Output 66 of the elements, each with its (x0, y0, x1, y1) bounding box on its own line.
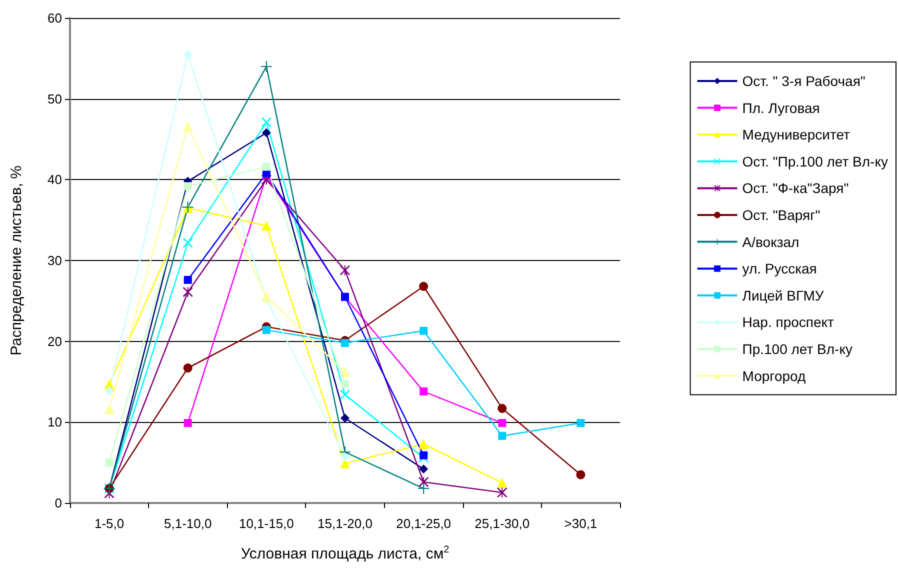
point (182, 287, 193, 298)
x-tick-label: 5,1-10,0 (164, 516, 212, 531)
point (104, 386, 114, 396)
point (104, 404, 114, 414)
point (261, 292, 272, 302)
point (418, 438, 429, 449)
point (498, 432, 506, 440)
y-tick-label: 60 (48, 10, 62, 26)
legend-label: Пл. Луговая (742, 100, 820, 116)
legend-label: Нар. проспект (742, 314, 835, 330)
x-tick-label: 15,1-20,0 (318, 516, 372, 531)
point (182, 121, 193, 132)
point (260, 61, 272, 72)
legend-label: ул. Русская (742, 260, 817, 277)
point (183, 50, 192, 59)
point (261, 117, 272, 128)
point (105, 458, 114, 467)
y-tick-label: 40 (48, 172, 62, 188)
point (262, 162, 270, 171)
legend-label: Лицей ВГМУ (742, 287, 824, 304)
y-tick-label: 10 (48, 414, 62, 430)
y-tick-label: 30 (48, 253, 62, 268)
legend-label: А/вокзал (742, 234, 800, 250)
point (262, 326, 270, 334)
point (420, 451, 428, 460)
point (419, 464, 428, 474)
point (340, 265, 350, 276)
point (184, 182, 192, 190)
legend-label: Ост. " 3-я Рабочая" (742, 73, 866, 89)
point (418, 482, 430, 494)
legend-label: Ост. "Пр.100 лет Вл-ку (742, 153, 888, 170)
x-tick-label: 25,1-30,0 (474, 516, 530, 531)
point (340, 452, 350, 462)
legend-label: Ост. "Ф-ка"Заря" (742, 180, 849, 196)
legend-label: Пр.100 лет Вл-ку (742, 341, 853, 357)
legend-label: Медуниверситет (742, 126, 851, 143)
point (497, 487, 508, 498)
point (340, 390, 350, 400)
point (497, 478, 508, 488)
point (420, 387, 428, 396)
x-tick-label: 10,1-15,0 (238, 516, 294, 531)
x-tick-label: 1-5,0 (94, 516, 124, 531)
y-tick-label: 20 (48, 334, 62, 349)
x-tick-label: >30,1 (564, 516, 598, 531)
point (182, 238, 193, 248)
point (184, 276, 192, 284)
point (340, 367, 350, 378)
point (340, 414, 350, 423)
legend-label: Моргород (742, 368, 806, 384)
y-tick-label: 50 (48, 91, 62, 106)
point (261, 220, 272, 231)
point (341, 338, 349, 347)
point (184, 418, 192, 427)
y-tick-label: 0 (54, 496, 62, 510)
point (262, 128, 271, 138)
point (183, 364, 192, 373)
point (341, 380, 349, 388)
point (576, 470, 586, 480)
x-tick-label: 20,1-25,0 (396, 516, 452, 531)
point (419, 282, 428, 291)
point (498, 418, 506, 427)
point (498, 404, 507, 413)
y-axis-title: Распределение листьев, % (8, 166, 25, 356)
legend-label: Ост. "Варяг" (742, 207, 820, 223)
point (576, 418, 585, 427)
point (420, 326, 428, 335)
